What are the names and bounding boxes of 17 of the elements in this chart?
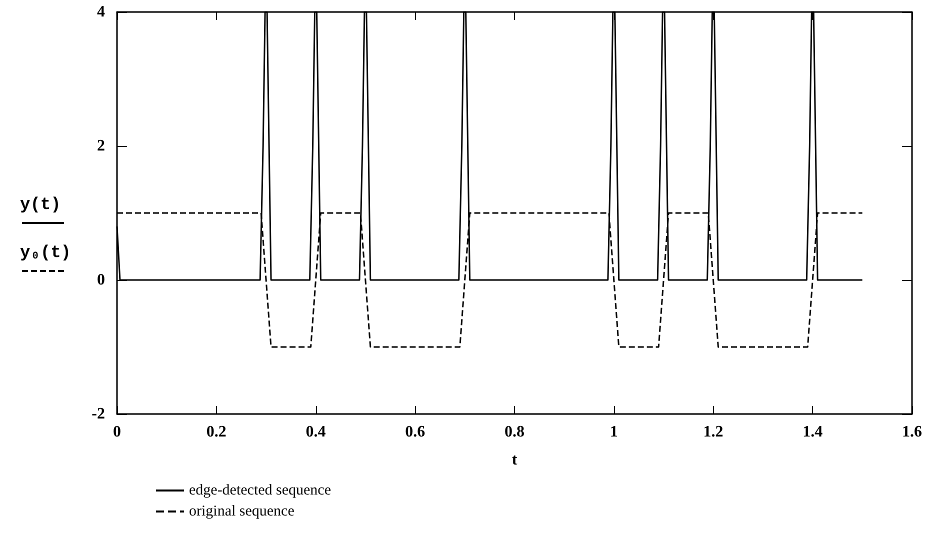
text: y(t) y₀(t) [20, 196, 72, 263]
x-tick-label: 1.2 [703, 424, 724, 440]
y-tick-label: 2 [97, 138, 105, 154]
x-tick-label: 1.4 [802, 424, 823, 440]
legend-label: original sequence [189, 504, 295, 520]
x-tick-label: 1.6 [902, 424, 922, 440]
x-tick-label: 0.6 [405, 424, 426, 440]
y-tick-label: -2 [92, 406, 105, 422]
legend-label: edge-detected sequence [189, 482, 332, 498]
y-tick-label: 0 [97, 272, 105, 288]
x-axis-title: t [512, 452, 518, 468]
x-tick-label: 0.8 [504, 424, 524, 440]
x-tick-label: 0.4 [306, 424, 326, 440]
x-tick-label: 0 [113, 424, 121, 440]
x-tick-label: 0.2 [206, 424, 226, 440]
x-tick-label: 1 [610, 424, 618, 440]
y-tick-label: 4 [97, 4, 105, 20]
